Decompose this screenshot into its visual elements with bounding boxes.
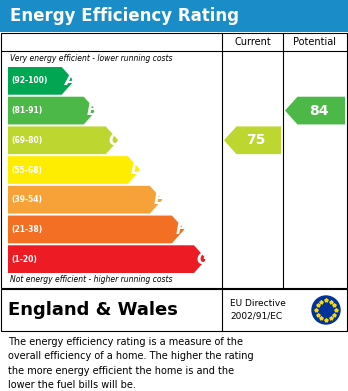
- Text: Current: Current: [234, 37, 271, 47]
- Polygon shape: [8, 245, 206, 273]
- Text: (81-91): (81-91): [11, 106, 42, 115]
- Text: F: F: [175, 222, 186, 237]
- Text: Very energy efficient - lower running costs: Very energy efficient - lower running co…: [10, 54, 173, 63]
- Polygon shape: [224, 126, 281, 154]
- Text: Potential: Potential: [293, 37, 337, 47]
- Bar: [1, 289, 347, 331]
- Text: B: B: [87, 103, 98, 118]
- Text: (39-54): (39-54): [11, 195, 42, 204]
- Text: C: C: [109, 133, 120, 148]
- Text: (69-80): (69-80): [11, 136, 42, 145]
- Polygon shape: [285, 97, 345, 124]
- Polygon shape: [8, 156, 140, 184]
- Text: D: D: [130, 163, 143, 178]
- Text: (21-38): (21-38): [11, 225, 42, 234]
- Polygon shape: [8, 97, 96, 124]
- Bar: [0, 0, 348, 32]
- Bar: [1, 33, 347, 288]
- Text: (1-20): (1-20): [11, 255, 37, 264]
- Polygon shape: [8, 126, 118, 154]
- Text: Energy Efficiency Rating: Energy Efficiency Rating: [10, 7, 239, 25]
- Text: A: A: [64, 74, 76, 88]
- Circle shape: [312, 296, 340, 324]
- Text: E: E: [153, 192, 164, 207]
- Text: The energy efficiency rating is a measure of the
overall efficiency of a home. T: The energy efficiency rating is a measur…: [8, 337, 254, 390]
- Text: (55-68): (55-68): [11, 165, 42, 174]
- Text: EU Directive
2002/91/EC: EU Directive 2002/91/EC: [230, 299, 286, 321]
- Polygon shape: [8, 186, 163, 213]
- Text: G: G: [197, 252, 209, 267]
- Polygon shape: [8, 215, 184, 243]
- Text: England & Wales: England & Wales: [8, 301, 178, 319]
- Text: 75: 75: [246, 133, 266, 147]
- Text: Not energy efficient - higher running costs: Not energy efficient - higher running co…: [10, 275, 173, 284]
- Polygon shape: [8, 67, 74, 95]
- Text: (92-100): (92-100): [11, 76, 47, 85]
- Text: 84: 84: [309, 104, 329, 118]
